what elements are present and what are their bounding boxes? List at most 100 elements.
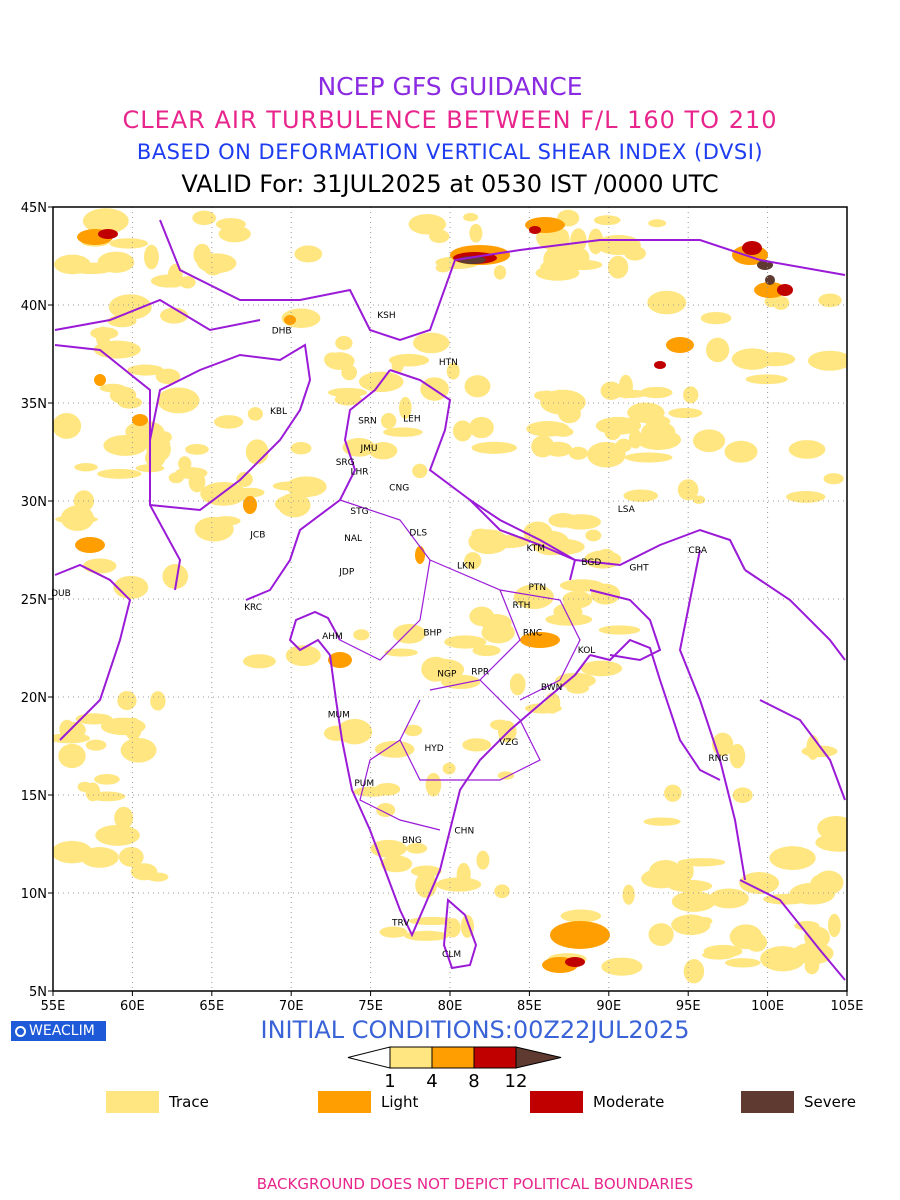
legend-label-light: Light xyxy=(381,1093,419,1111)
trace-patch xyxy=(804,954,822,967)
trace-patch xyxy=(97,251,135,273)
y-tick-label: 30N xyxy=(21,495,47,510)
trace-patch xyxy=(442,762,456,775)
station-ngp: NGP xyxy=(437,669,457,679)
trace-patch xyxy=(760,946,806,972)
colorbar-segment xyxy=(473,1046,517,1069)
trace-patch xyxy=(53,413,82,439)
station-ktm: KTM xyxy=(527,544,545,554)
trace-patch xyxy=(353,629,370,641)
trace-patch xyxy=(117,396,142,409)
trace-patch xyxy=(95,326,111,348)
colorbar-segment xyxy=(389,1046,433,1069)
trace-patch xyxy=(827,913,841,938)
moderate-patch xyxy=(777,284,793,296)
coastline-bay xyxy=(589,638,721,781)
light-patch xyxy=(94,374,106,386)
trace-patch xyxy=(818,293,842,308)
trace-patch xyxy=(242,654,276,669)
trace-patch xyxy=(731,348,773,370)
trace-patch xyxy=(410,865,442,877)
border-central-asia xyxy=(54,298,261,332)
trace-patch xyxy=(53,840,93,864)
station-htn: HTN xyxy=(439,358,458,368)
trace-patch xyxy=(127,364,164,376)
severe-patch xyxy=(765,275,775,285)
trace-patch xyxy=(95,824,140,846)
station-bwn: BWN xyxy=(541,683,563,693)
x-tick-label: 90E xyxy=(596,999,621,1014)
trace-patch xyxy=(82,208,129,234)
trace-patch xyxy=(769,846,816,870)
border-se-asia xyxy=(739,569,846,981)
station-rng: RNG xyxy=(708,754,728,764)
trace-patch xyxy=(392,624,426,644)
trace-patch xyxy=(562,590,593,609)
trace-patch xyxy=(157,387,200,414)
trace-patch xyxy=(376,803,396,818)
trace-patch xyxy=(618,374,633,399)
trace-patch xyxy=(446,362,460,380)
station-jdp: JDP xyxy=(338,568,355,578)
trace-patch xyxy=(544,441,573,457)
trace-patch xyxy=(54,254,91,275)
colorbar-tick-label: 4 xyxy=(426,1071,437,1092)
trace-patch xyxy=(706,337,730,363)
trace-patch xyxy=(301,478,326,493)
trace-patch xyxy=(647,290,687,315)
trace-patch xyxy=(668,879,713,893)
station-rpr: RPR xyxy=(471,668,489,678)
station-bng: BNG xyxy=(402,836,422,846)
legend-swatch-light xyxy=(318,1091,371,1113)
colorbar-segment xyxy=(431,1046,475,1069)
colorbar-tick-label: 1 xyxy=(384,1071,395,1092)
trace-patch xyxy=(277,492,311,518)
trace-patch xyxy=(436,877,482,892)
trace-patch xyxy=(745,374,788,385)
trace-patch xyxy=(58,743,86,769)
station-chn: CHN xyxy=(454,826,474,836)
trace-patch xyxy=(103,434,148,456)
trace-patch xyxy=(671,914,711,936)
trace-patch xyxy=(587,441,626,468)
station-stg: STG xyxy=(350,507,368,517)
colorbar-tick-label: 12 xyxy=(505,1071,528,1092)
station-cng: CNG xyxy=(389,483,409,493)
trace-patch xyxy=(604,425,621,440)
trace-patch xyxy=(94,774,120,785)
trace-patch xyxy=(692,495,706,504)
trace-patch xyxy=(408,916,456,926)
station-dub: DUB xyxy=(51,589,71,599)
station-lhr: LHR xyxy=(350,468,368,478)
trace-patch xyxy=(406,843,428,854)
trace-patch xyxy=(383,427,423,437)
trace-patch xyxy=(74,463,98,472)
station-rth: RTH xyxy=(513,601,531,611)
trace-patch xyxy=(285,645,321,667)
y-tick-label: 35N xyxy=(21,397,47,412)
trace-patch xyxy=(471,441,517,454)
trace-patch xyxy=(596,234,641,256)
station-srn: SRN xyxy=(358,417,377,427)
station-kbl: KBL xyxy=(270,407,287,417)
station-jmu: JMU xyxy=(360,444,378,454)
trace-patch xyxy=(200,482,247,506)
border-nepal xyxy=(469,499,577,581)
trace-patch xyxy=(702,950,736,960)
trace-patch xyxy=(815,833,847,852)
trace-patch xyxy=(341,364,357,381)
trace-patch xyxy=(615,438,632,453)
light-patch xyxy=(550,921,610,949)
title-product: CLEAR AIR TURBULENCE BETWEEN F/L 160 TO … xyxy=(122,106,778,134)
trace-patch xyxy=(675,859,694,883)
turbulence-field xyxy=(53,208,847,984)
station-pum: PUM xyxy=(354,779,374,789)
trace-patch xyxy=(421,656,451,682)
trace-patch xyxy=(497,771,515,780)
y-tick-label: 10N xyxy=(21,887,47,902)
trace-patch xyxy=(789,882,836,905)
colorbar: 1 4 8 12 xyxy=(347,1046,562,1092)
title-valid-time: VALID For: 31JUL2025 at 0530 IST /0000 U… xyxy=(181,170,719,198)
trace-patch xyxy=(729,743,746,769)
trace-patch xyxy=(374,740,415,758)
